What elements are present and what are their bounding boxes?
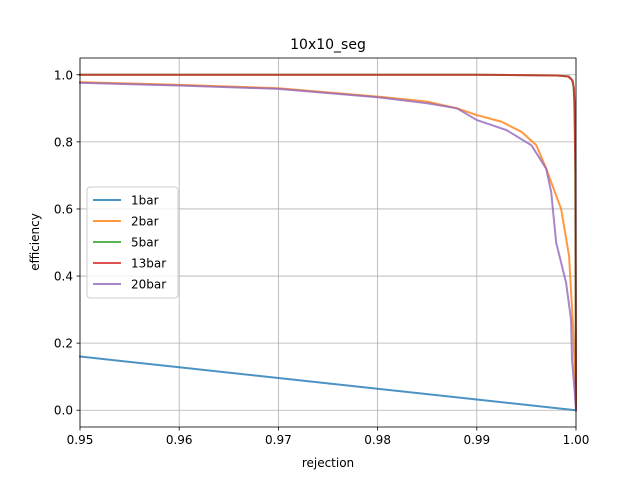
x-axis-label: rejection bbox=[302, 456, 354, 470]
chart-title: 10x10_seg bbox=[290, 37, 366, 53]
series-line-13bar bbox=[79, 73, 578, 412]
series-line-1bar bbox=[78, 355, 578, 412]
x-tick-label: 0.97 bbox=[265, 433, 292, 447]
legend-label-13bar: 13bar bbox=[131, 257, 166, 271]
x-tick-label: 0.98 bbox=[364, 433, 391, 447]
y-tick-label: 1.0 bbox=[54, 68, 73, 82]
x-tick-label: 0.96 bbox=[166, 433, 193, 447]
series-lines bbox=[78, 73, 578, 412]
legend-label-5bar: 5bar bbox=[131, 236, 159, 250]
y-tick-label: 0.6 bbox=[54, 202, 73, 216]
plot-frame bbox=[79, 57, 577, 428]
y-axis-label: efficiency bbox=[28, 213, 42, 271]
y-tick-label: 0.0 bbox=[54, 404, 73, 418]
legend-box bbox=[86, 186, 179, 299]
y-tick-label: 0.8 bbox=[54, 135, 73, 149]
x-tick-label: 1.00 bbox=[563, 433, 590, 447]
series-line-20bar bbox=[78, 81, 578, 412]
x-tick-label: 0.99 bbox=[463, 433, 490, 447]
y-tick-label: 0.2 bbox=[54, 337, 73, 351]
legend: 1bar 2bar 5bar 13bar 20bar bbox=[86, 186, 179, 299]
y-tick-label: 0.4 bbox=[54, 270, 73, 284]
legend-label-1bar: 1bar bbox=[131, 194, 159, 208]
legend-label-2bar: 2bar bbox=[131, 215, 159, 229]
axis-ticks: 0.95 0.96 0.97 0.98 0.99 1.00 0.0 0.2 0.4 0.6 0.8 1… bbox=[54, 68, 589, 447]
x-tick-label: 0.95 bbox=[67, 433, 94, 447]
legend-label-20bar: 20bar bbox=[131, 278, 166, 292]
